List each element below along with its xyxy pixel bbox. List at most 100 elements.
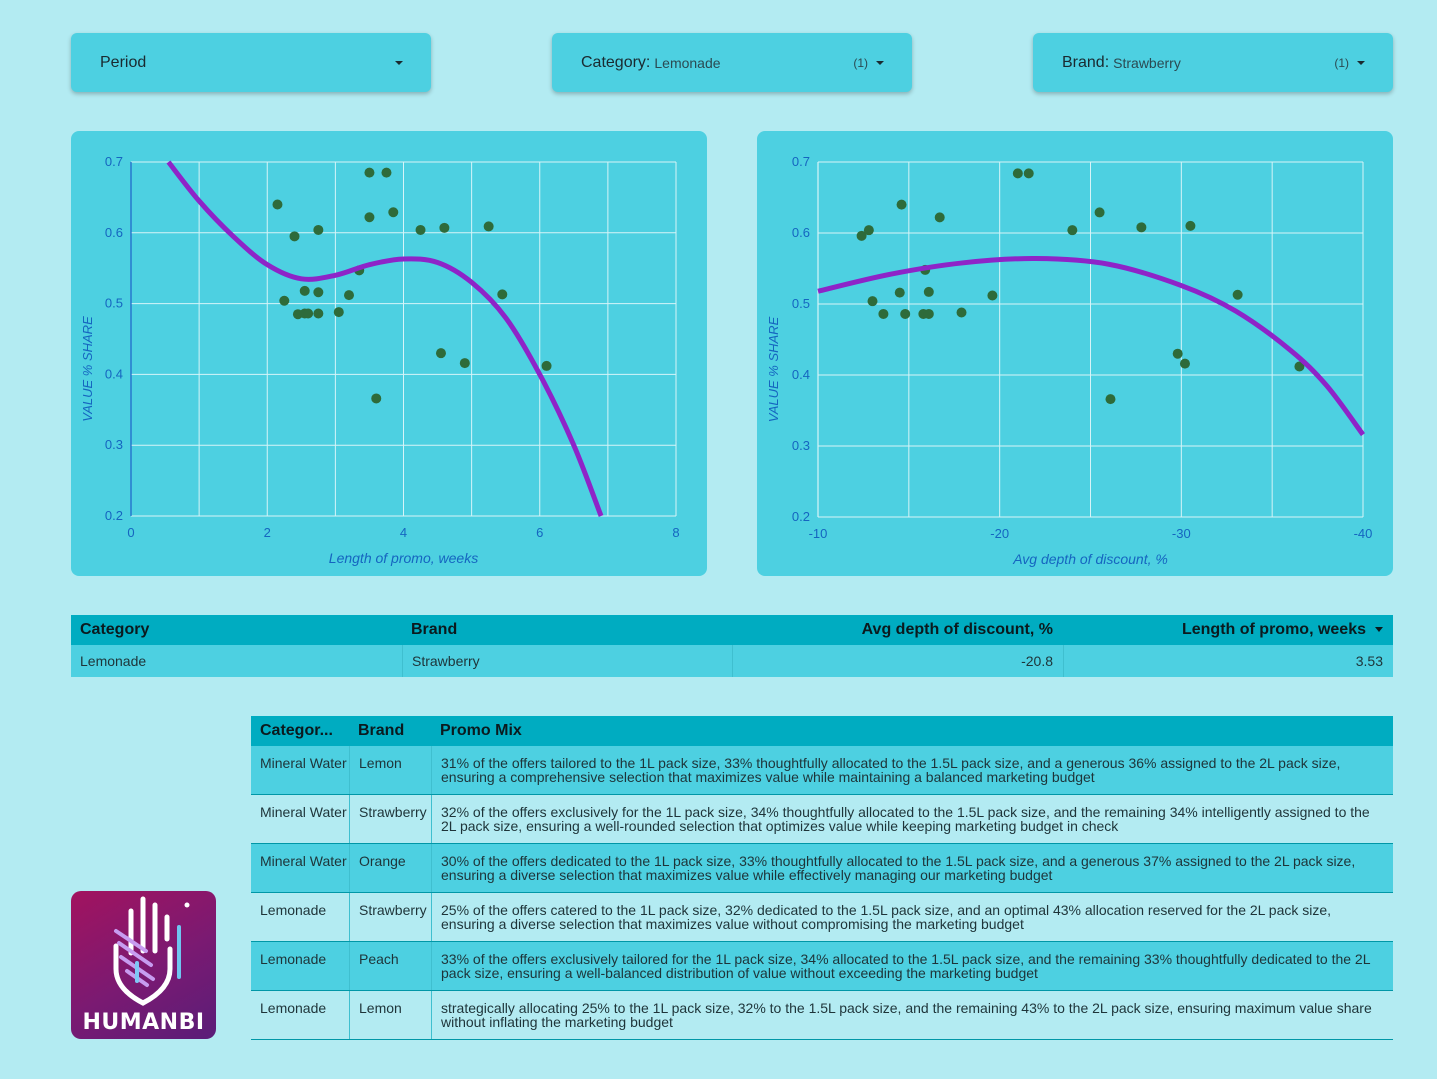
- data-point[interactable]: [900, 308, 911, 319]
- col-header-brand[interactable]: Brand: [411, 621, 458, 638]
- data-point[interactable]: [896, 199, 907, 210]
- table-row[interactable]: Lemonade Strawberry 25% of the offers cate…: [251, 893, 1393, 942]
- data-point[interactable]: [856, 230, 867, 241]
- brand-filter-value: Strawberry: [1113, 54, 1181, 71]
- cell-promo-mix: 25% of the offers catered to the 1L pack…: [431, 893, 1393, 941]
- data-point[interactable]: [381, 167, 392, 178]
- col-header-brand[interactable]: Brand: [358, 722, 405, 739]
- category-filter[interactable]: Category: Lemonade (1): [552, 33, 912, 92]
- y-axis-title: VALUE % SHARE: [80, 316, 95, 422]
- cell-promo-mix: 30% of the offers dedicated to the 1L pa…: [431, 844, 1393, 892]
- data-point[interactable]: [1294, 361, 1305, 372]
- x-axis-title: Length of promo, weeks: [329, 550, 478, 566]
- table-row[interactable]: Mineral Water Strawberry 32% of the offers…: [251, 795, 1393, 844]
- data-point[interactable]: [987, 290, 998, 301]
- chevron-down-icon[interactable]: [876, 60, 884, 65]
- data-point[interactable]: [435, 348, 446, 359]
- data-point[interactable]: [541, 360, 552, 371]
- table-row[interactable]: Lemonade Peach 33% of the offers exclusive…: [251, 942, 1393, 991]
- cell-category: Lemonade: [260, 951, 327, 967]
- cell-category: Lemonade: [260, 1000, 327, 1016]
- data-point[interactable]: [313, 224, 324, 235]
- y-axis-title: VALUE % SHARE: [766, 316, 781, 422]
- data-point[interactable]: [333, 307, 344, 318]
- cell-promo-mix: 31% of the offers tailored to the 1L pac…: [431, 746, 1393, 794]
- data-point[interactable]: [371, 393, 382, 404]
- brand-filter-count: (1): [1334, 55, 1349, 70]
- col-header-category[interactable]: Categor...: [260, 722, 333, 739]
- data-point[interactable]: [1067, 225, 1078, 236]
- data-point[interactable]: [272, 199, 283, 210]
- data-point[interactable]: [923, 308, 934, 319]
- brand-filter[interactable]: Brand: Strawberry (1): [1033, 33, 1393, 92]
- data-point[interactable]: [344, 290, 354, 301]
- data-point[interactable]: [894, 287, 905, 298]
- data-point[interactable]: [1172, 348, 1183, 359]
- sort-desc-icon[interactable]: [1375, 627, 1383, 633]
- promo-length-scatter-chart[interactable]: 0.2 0.3 0.4 0.5 0.6 0.7 0 2 4 6 8 Length of promo, …: [71, 131, 707, 576]
- brand-filter-label: Brand:: [1062, 53, 1110, 71]
- data-point[interactable]: [289, 231, 300, 242]
- data-point[interactable]: [388, 207, 399, 218]
- y-tick-label: 0.6: [792, 225, 810, 240]
- data-point[interactable]: [303, 308, 314, 319]
- data-point[interactable]: [313, 308, 324, 319]
- data-point[interactable]: [364, 167, 375, 178]
- logo-text: HUMANBI: [82, 1010, 205, 1035]
- cell-category: Mineral Water: [260, 755, 347, 771]
- data-point[interactable]: [459, 358, 470, 369]
- data-point[interactable]: [439, 222, 450, 233]
- y-tick-label: 0.2: [792, 509, 810, 524]
- col-header-avg-discount[interactable]: Avg depth of discount, %: [861, 621, 1053, 638]
- x-tick-label: 4: [400, 525, 407, 540]
- period-filter[interactable]: Period: [71, 33, 431, 92]
- data-point[interactable]: [1105, 394, 1116, 405]
- period-filter-label: Period: [100, 53, 147, 71]
- data-point[interactable]: [1179, 358, 1190, 369]
- cell-promo-mix: 33% of the offers exclusively tailored f…: [431, 942, 1393, 990]
- data-point[interactable]: [483, 221, 494, 232]
- col-header-promo-length[interactable]: Length of promo, weeks: [1063, 621, 1393, 639]
- y-tick-label: 0.5: [792, 296, 810, 311]
- discount-depth-chart-card: 0.2 0.3 0.4 0.5 0.6 0.7 -10 -20 -30 -40 Avg depth …: [757, 131, 1393, 576]
- data-point[interactable]: [1023, 168, 1034, 179]
- data-point[interactable]: [313, 287, 324, 298]
- summary-table-header: Category Brand Avg depth of discount, % …: [71, 615, 1393, 645]
- y-tick-label: 0.3: [792, 438, 810, 453]
- y-tick-label: 0.7: [105, 154, 123, 169]
- discount-depth-scatter-chart[interactable]: 0.2 0.3 0.4 0.5 0.6 0.7 -10 -20 -30 -40 Avg depth …: [757, 131, 1393, 576]
- data-point[interactable]: [279, 295, 290, 306]
- promo-mix-table: Categor... Brand Promo Mix Mineral Water…: [251, 716, 1393, 1040]
- data-point[interactable]: [867, 296, 878, 307]
- x-tick-label: 6: [536, 525, 543, 540]
- data-point[interactable]: [364, 212, 375, 223]
- chevron-down-icon[interactable]: [1357, 60, 1365, 65]
- cell-category: Mineral Water: [260, 853, 347, 869]
- table-row[interactable]: Lemonade Lemon strategically allocating 25…: [251, 991, 1393, 1040]
- col-header-promo-mix[interactable]: Promo Mix: [440, 722, 522, 739]
- data-point[interactable]: [863, 225, 874, 236]
- data-point[interactable]: [934, 212, 945, 223]
- y-tick-label: 0.4: [105, 366, 123, 381]
- trend-line: [166, 160, 604, 517]
- cell-category: Lemonade: [80, 653, 147, 669]
- data-point[interactable]: [878, 308, 889, 319]
- y-tick-label: 0.2: [105, 508, 123, 523]
- table-row[interactable]: Lemonade Strawberry -20.8 3.53: [71, 645, 1393, 677]
- data-point[interactable]: [1012, 168, 1023, 179]
- data-point[interactable]: [497, 289, 508, 300]
- data-point[interactable]: [956, 307, 967, 318]
- data-point[interactable]: [415, 224, 426, 235]
- data-point[interactable]: [1136, 222, 1147, 233]
- table-row[interactable]: Mineral Water Orange 30% of the offers ded…: [251, 844, 1393, 893]
- col-header-category[interactable]: Category: [80, 621, 150, 638]
- y-tick-label: 0.7: [792, 154, 810, 169]
- table-row[interactable]: Mineral Water Lemon 31% of the offers tail…: [251, 746, 1393, 795]
- chevron-down-icon[interactable]: [395, 60, 403, 65]
- data-point[interactable]: [1185, 220, 1196, 231]
- y-tick-label: 0.6: [105, 225, 123, 240]
- data-point[interactable]: [299, 285, 310, 296]
- data-point[interactable]: [1232, 289, 1243, 300]
- data-point[interactable]: [1094, 207, 1105, 218]
- data-point[interactable]: [923, 286, 934, 297]
